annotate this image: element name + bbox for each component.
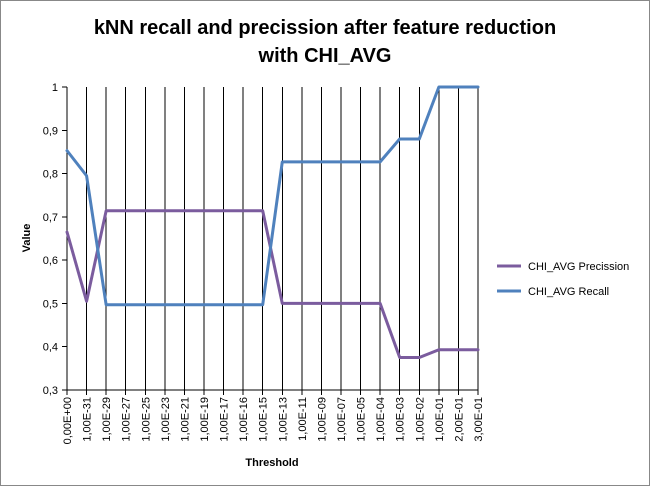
series-line-precission [65,209,480,360]
x-tick-label: 1,00E-19 [199,397,211,442]
x-tick-label: 1,00E-07 [336,397,348,442]
y-tick-label: 0,9 [43,125,58,137]
y-tick-label: 0,8 [43,169,58,181]
series-line-recall [65,85,480,307]
x-tick-label: 2,00E-01 [453,397,465,442]
legend: CHI_AVG Precission CHI_AVG Recall [497,261,629,298]
x-tick-label: 1,00E-01 [434,397,446,442]
x-tick-label: 0,00E+00 [62,397,74,444]
x-tick-label: 1,00E-17 [219,397,231,442]
x-tick-label: 1,00E-02 [414,397,426,442]
x-tick-label: 1,00E-04 [375,397,387,442]
x-tick-label: 1,00E-11 [297,397,309,441]
y-tick-label: 0,7 [43,212,58,224]
y-tick-label: 0,3 [43,385,58,397]
x-axis-label: Threshold [245,457,298,469]
y-tick-label: 0,4 [43,342,58,354]
x-tick-label: 1,00E-23 [160,397,172,442]
chart-title-line-2: with CHI_AVG [258,45,392,67]
y-tick-label: 0,6 [43,255,58,267]
x-tick-label: 1,00E-15 [258,397,270,442]
x-tick-label: 1,00E-05 [356,397,368,442]
y-tick-label: 0,5 [43,298,58,310]
chart-title-line-1: kNN recall and precission after feature … [94,17,556,39]
x-tick-label: 1,00E-13 [277,397,289,442]
x-tick-label: 1,00E-16 [238,397,250,442]
y-axis-label: Value [21,224,33,253]
x-tick-label: 1,00E-27 [121,397,133,442]
x-tick-label: 1,00E-31 [82,397,94,442]
x-tick-label: 1,00E-29 [101,397,113,442]
x-tick-label: 1,00E-03 [395,397,407,442]
x-tick-label: 1,00E-09 [316,397,328,442]
y-tick-label: 1 [52,82,58,94]
plot-area: 0,3 0,4 0,5 0,6 0,7 0,8 0,9 1 0,00E+00 1,00E-31 1,… [43,82,485,444]
x-tick-label: 3,00E-01 [473,397,485,442]
legend-label: CHI_AVG Precission [528,261,629,273]
x-tick-label: 1,00E-21 [179,397,191,442]
x-tick-label: 1,00E-25 [140,397,152,442]
legend-label: CHI_AVG Recall [528,286,609,298]
